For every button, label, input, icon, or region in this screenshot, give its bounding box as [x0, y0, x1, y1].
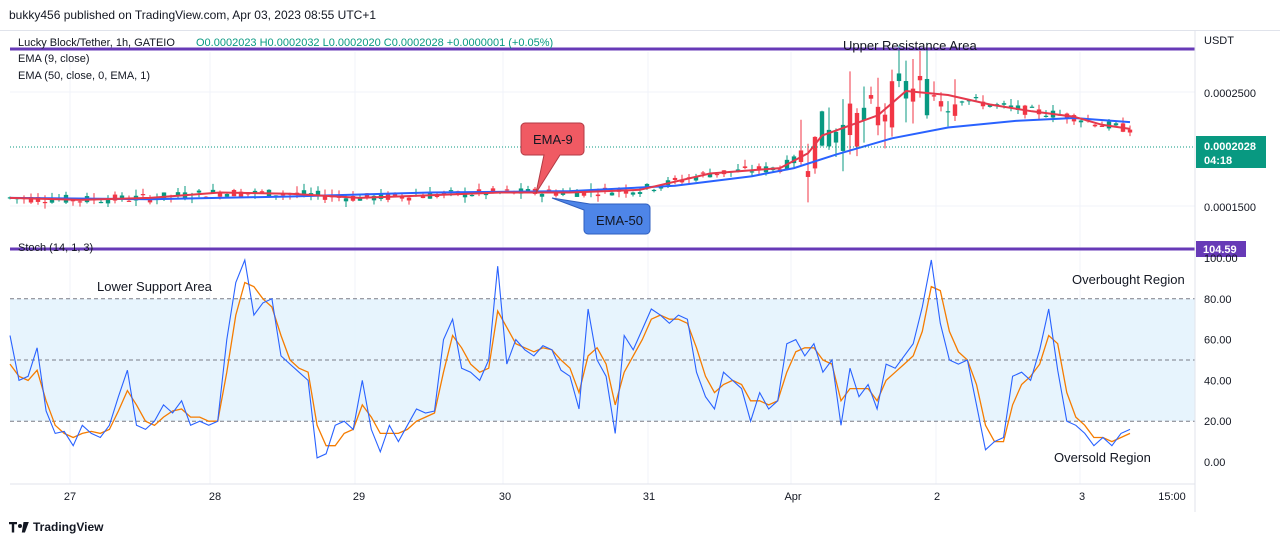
- candle: [945, 101, 951, 127]
- candle: [931, 81, 937, 101]
- candle: [651, 188, 657, 193]
- candle: [973, 94, 979, 101]
- last-price-tag: 0.0002028 04:18: [1196, 136, 1266, 168]
- candle: [112, 191, 118, 204]
- candle: [119, 192, 125, 202]
- legend-ema9[interactable]: EMA (9, close): [18, 53, 90, 65]
- candle: [308, 187, 314, 201]
- candle: [826, 107, 832, 150]
- tradingview-logo-icon: [9, 521, 29, 533]
- candle: [1022, 104, 1028, 119]
- top-bar: bukky456 published on TradingView.com, A…: [0, 0, 1280, 31]
- candle: [742, 159, 748, 170]
- candle: [693, 173, 699, 182]
- candle: [77, 200, 83, 207]
- stoch-axis-ticks: 100.00 80.00 60.00 40.00 20.00 0.00: [1204, 253, 1238, 469]
- stoch-tick: 60.00: [1204, 335, 1232, 347]
- stoch-tick: 0.00: [1204, 457, 1225, 469]
- stoch-tick: 100.00: [1204, 253, 1238, 265]
- time-label: 29: [353, 491, 365, 503]
- legend-ema50[interactable]: EMA (50, close, 0, EMA, 1): [18, 70, 150, 82]
- candle: [714, 173, 720, 178]
- ema9-line: [9, 89, 1131, 201]
- stoch-k-line: [9, 257, 1131, 459]
- candle: [378, 188, 384, 202]
- overbought-label: Overbought Region: [1072, 272, 1185, 287]
- time-axis-labels: 27 28 29 30 31 Apr 2 3 15:00: [64, 491, 1186, 503]
- price-tick: 0.0002500: [1204, 88, 1256, 100]
- candle: [896, 45, 902, 88]
- stoch-tick: 20.00: [1204, 416, 1232, 428]
- candle: [140, 188, 146, 199]
- candle: [1071, 113, 1077, 125]
- last-price-value: 0.0002028: [1204, 141, 1256, 153]
- time-label: 30: [499, 491, 511, 503]
- candle: [819, 110, 825, 147]
- candle: [952, 79, 958, 122]
- lower-support-label: Lower Support Area: [97, 279, 213, 294]
- candle: [630, 191, 636, 197]
- candle: [371, 194, 377, 205]
- candle: [210, 183, 216, 194]
- candle: [1120, 117, 1126, 133]
- time-label: 27: [64, 491, 76, 503]
- candle: [875, 77, 881, 136]
- brand-name: TradingView: [33, 520, 104, 534]
- candle: [672, 175, 678, 185]
- footer-brand[interactable]: TradingView: [9, 520, 103, 534]
- candle: [847, 71, 853, 155]
- candle: [1008, 99, 1014, 112]
- publisher-info: bukky456 published on TradingView.com, A…: [9, 8, 377, 22]
- candle: [280, 190, 286, 200]
- time-label: 31: [643, 491, 655, 503]
- oversold-label: Oversold Region: [1054, 450, 1151, 465]
- time-label: Apr: [784, 491, 801, 503]
- stoch-tick: 40.00: [1204, 375, 1232, 387]
- candle: [1029, 104, 1035, 108]
- candle: [924, 42, 930, 119]
- upper-resistance-label: Upper Resistance Area: [843, 38, 977, 53]
- candle: [1127, 125, 1133, 137]
- countdown-value: 04:18: [1204, 155, 1232, 167]
- time-label: 2: [934, 491, 940, 503]
- candle: [833, 128, 839, 158]
- ema50-callout[interactable]: EMA-50: [551, 197, 651, 235]
- candle: [105, 195, 111, 208]
- stoch-value-tag: 104.59: [1196, 241, 1246, 257]
- candle: [861, 86, 867, 143]
- ema50-callout-text: EMA-50: [596, 213, 643, 228]
- time-label: 28: [209, 491, 221, 503]
- ema9-callout-text: EMA-9: [533, 132, 573, 147]
- candle: [1113, 121, 1119, 127]
- candle: [1092, 123, 1098, 128]
- candle: [462, 187, 468, 203]
- candle: [399, 193, 405, 202]
- price-tick: 0.0001500: [1204, 202, 1256, 214]
- candle: [959, 100, 965, 106]
- candle: [917, 50, 923, 98]
- candle: [840, 99, 846, 172]
- stoch-d-line: [9, 281, 1131, 447]
- currency-label: USDT: [1204, 35, 1234, 47]
- candle: [938, 92, 944, 112]
- candle: [1015, 100, 1021, 114]
- candle: [315, 186, 321, 200]
- candle: [21, 195, 27, 204]
- candle: [812, 136, 818, 174]
- candle: [175, 188, 181, 199]
- legend-ohlc: O0.0002023 H0.0002032 L0.0002020 C0.0002…: [196, 37, 553, 49]
- time-label: 15:00: [1158, 491, 1186, 503]
- legend-stoch[interactable]: Stoch (14, 1, 3): [18, 242, 93, 254]
- time-label: 3: [1079, 491, 1085, 503]
- legend-symbol[interactable]: Lucky Block/Tether, 1h, GATEIO: [18, 37, 175, 49]
- stoch-tick: 80.00: [1204, 294, 1232, 306]
- ema9-callout[interactable]: EMA-9: [520, 122, 585, 194]
- stoch-value: 104.59: [1203, 244, 1237, 256]
- candle: [406, 197, 412, 205]
- candle: [868, 86, 874, 104]
